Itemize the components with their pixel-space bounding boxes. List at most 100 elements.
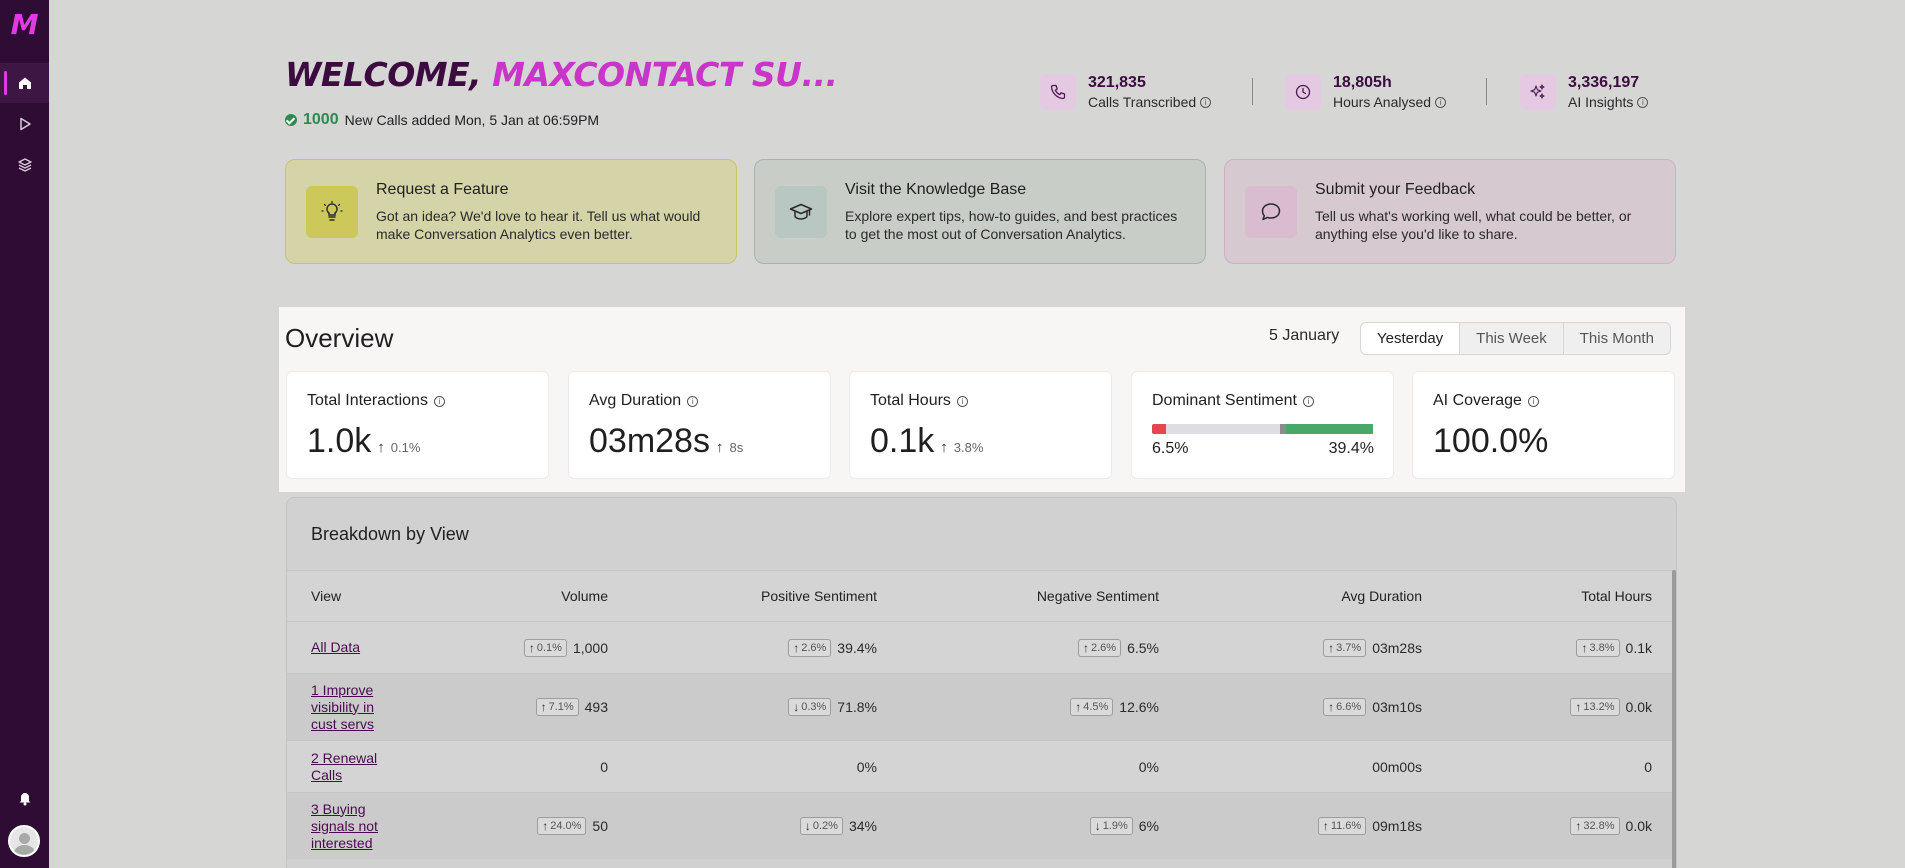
sentiment-bar-positive <box>1286 424 1373 434</box>
sentiment-bar-negative <box>1152 424 1166 434</box>
delta-value: 6.6% <box>1336 701 1362 713</box>
nav-play[interactable] <box>0 104 49 144</box>
arrow-up-icon: ↑ <box>1581 640 1588 655</box>
info-icon[interactable]: i <box>687 395 699 407</box>
kpi-total-interactions: Total Interactions i 1.0k ↑ 0.1% <box>286 371 549 479</box>
cell-value: 1,000 <box>572 639 608 656</box>
sentiment-bar <box>1152 424 1374 434</box>
tab-yesterday[interactable]: Yesterday <box>1361 323 1460 354</box>
kpi-label: Total Interactions <box>307 392 428 409</box>
view-cell: 3 Buying signals not interested <box>311 793 401 859</box>
nav-layers[interactable] <box>0 145 49 185</box>
tab-this-month[interactable]: This Month <box>1562 323 1670 354</box>
stat-ai-insights: 3,336,197 AI Insights i <box>1520 72 1649 112</box>
view-link[interactable]: All Data <box>311 639 361 655</box>
column-header-negative-sentiment[interactable]: Negative Sentiment <box>1036 588 1159 604</box>
cell-value: 09m18s <box>1372 818 1422 834</box>
card-description: Tell us what's working well, what could … <box>1315 207 1632 242</box>
request-feature-card[interactable]: Request a Feature Got an idea? We'd love… <box>285 159 737 264</box>
column-header-view[interactable]: View <box>311 588 342 604</box>
cell-value: 00m00s <box>1372 758 1422 775</box>
delta-badge: ↑ 6.6% <box>1323 698 1367 716</box>
table-cell-pos: ↓ 0.3% 71.8% <box>788 674 877 740</box>
cell-value: 0% <box>1138 758 1159 775</box>
knowledge-base-card[interactable]: Visit the Knowledge Base Explore expert … <box>754 159 1206 264</box>
column-header-avg-duration[interactable]: Avg Duration <box>1341 588 1422 604</box>
table-cell-pos: ↓ 0.2% 34% <box>799 793 877 859</box>
delta-badge: ↑ 11.6% <box>1317 817 1367 835</box>
delta-value: 2.6% <box>801 641 827 654</box>
delta-badge: ↑ 3.8% <box>1576 638 1620 657</box>
cell-value: 03m28s <box>1372 639 1422 656</box>
table-cell-volume: ↑ 7.1% 493 <box>535 674 608 740</box>
table-scrollbar[interactable] <box>1672 570 1676 868</box>
cell-value: 6.5% <box>1127 639 1159 656</box>
kpi-label: Dominant Sentiment <box>1152 392 1297 409</box>
kpi-value: 100.0% <box>1433 422 1549 460</box>
info-icon[interactable]: i <box>1435 96 1447 108</box>
delta-badge: ↓ 0.3% <box>788 698 832 716</box>
period-selector: Yesterday This Week This Month <box>1360 322 1671 355</box>
arrow-up-icon: ↑ <box>1322 819 1329 833</box>
cell-value: 0 <box>1644 758 1652 775</box>
table-row: 2 Renewal Calls 0 0% 0% 00m00s 0 <box>287 740 1676 792</box>
sentiment-negative-value: 6.5% <box>1152 440 1189 457</box>
arrow-up-icon: ↑ <box>1083 640 1089 655</box>
info-icon[interactable]: i <box>1637 96 1649 108</box>
card-title: Submit your Feedback <box>1315 180 1476 198</box>
arrow-down-icon: ↓ <box>793 700 800 714</box>
column-header-positive-sentiment[interactable]: Positive Sentiment <box>761 588 877 604</box>
cell-value: 0 <box>600 758 608 775</box>
info-icon[interactable]: i <box>1527 395 1539 407</box>
table-cell-dur: ↑ 11.6% 09m18s <box>1317 793 1422 859</box>
delta-badge: ↓ 1.9% <box>1089 817 1133 835</box>
welcome-name: MAXCONTACT SU... <box>492 55 838 94</box>
delta-badge: ↑ 4.5% <box>1070 698 1114 716</box>
stat-hours-analysed: 18,805h Hours Analysed i <box>1285 72 1447 112</box>
info-icon[interactable]: i <box>956 395 968 407</box>
welcome-title: WELCOME, MAXCONTACT SU... <box>285 55 838 94</box>
arrow-up-icon: ↑ <box>540 700 547 714</box>
arrow-up-icon: ↑ <box>1328 700 1335 714</box>
table-cell-hours: ↑ 3.8% 0.1k <box>1576 622 1652 673</box>
delta-value: 0.2% <box>812 820 838 832</box>
tab-this-week[interactable]: This Week <box>1459 323 1563 354</box>
arrow-down-icon: ↓ <box>1094 819 1101 833</box>
arrow-up-icon: ↑ <box>1075 700 1082 714</box>
nav-notifications[interactable] <box>0 778 49 818</box>
card-title: Visit the Knowledge Base <box>845 180 1027 198</box>
view-link[interactable]: 2 Renewal Calls <box>311 749 378 783</box>
cell-value: 12.6% <box>1119 699 1159 715</box>
breakdown-panel: Breakdown by View View Volume Positive S… <box>286 497 1677 868</box>
info-icon[interactable]: i <box>1302 395 1314 407</box>
submit-feedback-card[interactable]: Submit your Feedback Tell us what's work… <box>1224 159 1676 264</box>
kpi-dominant-sentiment: Dominant Sentiment i 6.5% 39.4% <box>1131 371 1394 479</box>
arrow-up-icon: ↑ <box>1328 640 1335 655</box>
view-link[interactable]: 1 Improve visibility in cust servs <box>311 681 375 732</box>
table-cell-neg: 0% <box>1139 741 1159 792</box>
overview-panel: Overview 5 January Yesterday This Week T… <box>279 307 1685 492</box>
breakdown-table: View Volume Positive Sentiment Negative … <box>287 570 1676 859</box>
stat-label: Hours Analysed <box>1333 94 1432 110</box>
column-header-total-hours[interactable]: Total Hours <box>1581 588 1652 604</box>
stat-divider <box>1252 78 1253 105</box>
arrow-up-icon: ↑ <box>528 640 535 655</box>
kpi-total-hours: Total Hours i 0.1k ↑ 3.8% <box>849 371 1112 479</box>
app-logo[interactable]: M <box>10 8 39 41</box>
sentiment-bar-neutral <box>1166 424 1280 434</box>
kpi-delta: 0.1% <box>390 440 421 455</box>
stat-label: AI Insights <box>1568 94 1634 110</box>
info-icon[interactable]: i <box>433 395 445 407</box>
view-link[interactable]: 3 Buying signals not interested <box>311 800 378 851</box>
column-header-volume[interactable]: Volume <box>561 588 608 604</box>
delta-badge: ↑ 13.2% <box>1570 698 1620 716</box>
nav-home[interactable] <box>0 63 49 103</box>
bell-icon <box>19 793 30 806</box>
delta-badge: ↑ 24.0% <box>537 817 587 835</box>
new-calls-count: 1000 <box>303 111 339 128</box>
avatar[interactable] <box>8 825 40 857</box>
info-icon[interactable]: i <box>1200 96 1212 108</box>
table-cell-hours: ↑ 13.2% 0.0k <box>1570 674 1652 740</box>
card-title: Request a Feature <box>376 180 509 198</box>
delta-value: 7.1% <box>548 701 574 713</box>
